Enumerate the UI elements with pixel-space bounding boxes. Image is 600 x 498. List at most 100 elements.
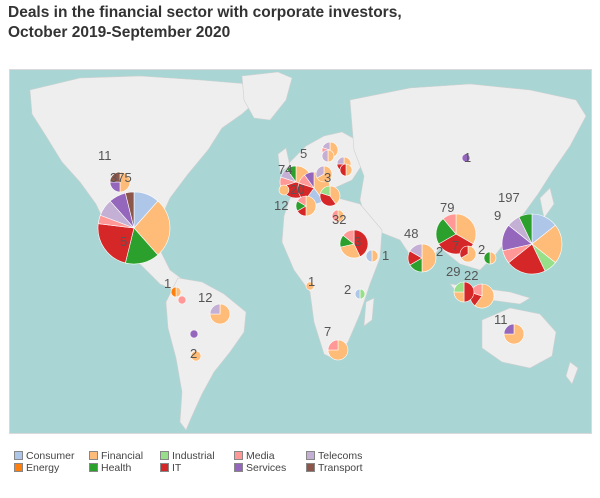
pie-slice[interactable] <box>409 243 423 259</box>
legend-label-services: Services <box>246 462 287 474</box>
legend-swatch-industrial <box>160 451 169 460</box>
pie-slice[interactable] <box>339 243 361 259</box>
deal-count-labels: 11 375 5 5 74 20 12 3 32 3 1 48 2 7 2 29… <box>98 146 520 361</box>
pie-slice[interactable] <box>337 209 345 223</box>
pie-slice[interactable] <box>320 185 331 197</box>
pie-slice[interactable] <box>170 286 177 298</box>
legend-swatch-services <box>234 463 243 472</box>
deal-pies <box>97 141 563 362</box>
pie-slice[interactable] <box>508 243 546 275</box>
legend-swatch-health <box>89 463 98 472</box>
pie-slice[interactable] <box>286 165 297 183</box>
legend-label-transport: Transport <box>318 462 363 474</box>
pie-slice[interactable] <box>319 192 337 207</box>
map-label: 20 <box>290 182 304 197</box>
pie-slice[interactable] <box>503 323 515 335</box>
pie-slice[interactable] <box>459 245 469 259</box>
map-label: 1 <box>164 276 171 291</box>
legend-swatch-media <box>234 451 243 460</box>
pie-slice[interactable] <box>278 184 290 196</box>
legend-label-it: IT <box>172 462 182 474</box>
pie-slice[interactable] <box>329 185 341 205</box>
pie-slice[interactable] <box>489 251 497 265</box>
pie-slice[interactable] <box>353 229 369 258</box>
map-label: 9 <box>494 208 501 223</box>
pie-slice[interactable] <box>342 229 355 245</box>
pie-slice[interactable] <box>327 149 335 163</box>
map-label: 32 <box>332 212 346 227</box>
legend-label-financial: Financial <box>101 450 144 462</box>
map-label: 22 <box>464 268 478 283</box>
pie-slice[interactable] <box>209 303 221 315</box>
pie-slice[interactable] <box>322 141 331 151</box>
map-label: 79 <box>440 200 454 215</box>
pie-slice[interactable] <box>315 165 325 179</box>
title-line-2: October 2019-September 2020 <box>8 24 231 41</box>
pie-slice[interactable] <box>421 243 437 273</box>
pie-slice[interactable] <box>455 213 477 245</box>
pie-slice[interactable] <box>453 291 465 303</box>
map-label: 5 <box>300 146 307 161</box>
pie-slice[interactable] <box>474 283 495 309</box>
pie-slice[interactable] <box>97 223 135 264</box>
pie-slice[interactable] <box>119 171 131 193</box>
legend-swatch-consumer <box>14 451 23 460</box>
legend-swatch-telecoms <box>306 451 315 460</box>
legend-label-energy: Energy <box>26 462 60 474</box>
pie-slice[interactable] <box>461 153 471 163</box>
pie-slice[interactable] <box>305 281 315 291</box>
pie-slice[interactable] <box>531 224 563 264</box>
map-label: 7 <box>324 324 331 339</box>
map-label: 2 <box>478 242 485 257</box>
pie-slice[interactable] <box>109 171 121 183</box>
map-label: 29 <box>446 264 460 279</box>
map-label: 3 <box>324 170 331 185</box>
map-label: 7 <box>452 238 459 253</box>
pie-slice[interactable] <box>327 339 339 351</box>
pie-slice[interactable] <box>371 249 379 263</box>
pie-slice[interactable] <box>305 195 317 217</box>
legend: Consumer Financial Industrial Media Tele… <box>14 450 414 490</box>
pie-slice[interactable] <box>354 288 361 300</box>
legend-label-media: Media <box>246 450 275 462</box>
map-label: 1 <box>308 274 315 289</box>
land-greenland <box>241 71 293 121</box>
map-label: 12 <box>274 198 288 213</box>
pie-slice[interactable] <box>463 281 475 303</box>
pie-slice[interactable] <box>316 165 333 183</box>
pie-slice[interactable] <box>331 209 339 223</box>
map-label: 3 <box>354 234 361 249</box>
land-madagascar <box>363 297 375 327</box>
pie-slice[interactable] <box>133 200 171 256</box>
map-label: 2 <box>344 282 351 297</box>
pie-slice[interactable] <box>304 171 315 189</box>
map-label: 5 <box>120 234 127 249</box>
pie-slice[interactable] <box>460 245 477 263</box>
pie-slice[interactable] <box>365 249 373 263</box>
map-label: 2 <box>436 244 443 259</box>
pie-slice[interactable] <box>483 251 491 265</box>
pie-slice[interactable] <box>125 191 135 229</box>
world-map[interactable]: 11 375 5 5 74 20 12 3 32 3 1 48 2 7 2 29… <box>9 69 592 434</box>
pie-slice[interactable] <box>336 156 345 165</box>
land-uk <box>277 147 291 173</box>
pie-slice[interactable] <box>190 350 202 362</box>
legend-swatch-it <box>160 463 169 472</box>
pie-slice[interactable] <box>177 295 187 305</box>
pie-slice[interactable] <box>296 195 307 207</box>
pie-slice[interactable] <box>321 149 329 163</box>
pie-slice[interactable] <box>453 281 465 293</box>
legend-label-health: Health <box>101 462 132 474</box>
map-label: 197 <box>498 190 520 205</box>
pie-slice[interactable] <box>442 213 457 235</box>
pie-slice[interactable] <box>345 163 353 177</box>
legend-swatch-financial <box>89 451 98 460</box>
legend-swatch-transport <box>306 463 315 472</box>
land-new-zealand <box>565 361 579 385</box>
legend-swatch-energy <box>14 463 23 472</box>
map-label: 11 <box>98 148 112 163</box>
pie-slice[interactable] <box>518 213 533 245</box>
pie-slice[interactable] <box>189 329 199 339</box>
pie-slice[interactable] <box>339 163 347 177</box>
map-label: 48 <box>404 226 418 241</box>
